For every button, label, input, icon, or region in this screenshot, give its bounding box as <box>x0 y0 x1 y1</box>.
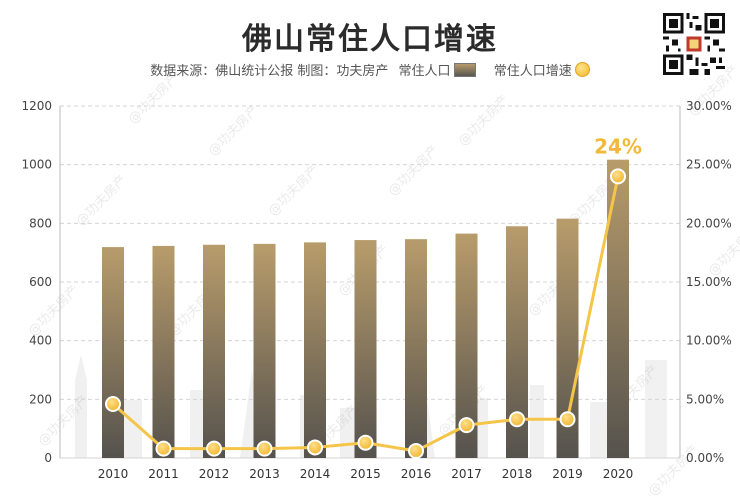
annotation-label: 24% <box>594 134 642 158</box>
left-tick-label: 1200 <box>21 99 52 113</box>
source-text: 数据来源：佛山统计公报 制图：功夫房产 <box>150 64 389 79</box>
x-tick-label: 2011 <box>148 467 179 481</box>
x-tick-label: 2016 <box>401 467 432 481</box>
left-tick-label: 600 <box>29 275 52 289</box>
x-tick-label: 2010 <box>98 467 129 481</box>
growth-point-2011 <box>155 440 172 457</box>
x-tick-label: 2018 <box>502 467 533 481</box>
x-tick-label: 2012 <box>199 467 230 481</box>
growth-point-2017 <box>458 417 475 434</box>
growth-point-2015 <box>357 434 374 451</box>
bar-2020 <box>607 159 629 458</box>
right-tick-label: 5.00% <box>686 392 724 406</box>
growth-point-2014 <box>307 439 323 456</box>
growth-point-2016 <box>408 442 424 459</box>
qr-code-icon <box>663 13 725 75</box>
growth-point-2010 <box>105 396 121 413</box>
bar-2013 <box>253 243 276 458</box>
bar-2011 <box>152 245 175 458</box>
bar-2010 <box>102 247 124 458</box>
bar-2012 <box>203 244 225 458</box>
chart-title: 佛山常住人口增速 <box>242 22 498 57</box>
legend-bar-swatch <box>453 63 476 77</box>
left-tick-label: 1000 <box>21 158 52 172</box>
growth-point-2012 <box>206 440 222 457</box>
x-tick-label: 2019 <box>552 467 583 481</box>
x-tick-label: 2015 <box>350 467 381 481</box>
left-tick-label: 0 <box>44 451 52 465</box>
legend-line-swatch <box>574 62 590 77</box>
right-tick-label: 0.00% <box>686 451 724 465</box>
x-tick-label: 2017 <box>451 467 482 481</box>
bar-2014 <box>304 242 326 458</box>
x-tick-label: 2020 <box>603 467 634 481</box>
growth-point-2019 <box>559 411 576 428</box>
growth-point-2013 <box>256 440 273 457</box>
x-tick-label: 2013 <box>249 467 280 481</box>
bar-2015 <box>354 240 377 458</box>
bar-2018 <box>506 226 528 458</box>
right-tick-label: 25.00% <box>686 158 732 172</box>
right-tick-label: 20.00% <box>686 216 732 230</box>
legend-line-label: 常住人口增速 <box>493 64 572 79</box>
left-tick-label: 800 <box>29 216 52 230</box>
left-tick-label: 200 <box>29 392 52 406</box>
chart-subtitle: 数据来源：佛山统计公报 制图：功夫房产 常住人口 常住人口增速 <box>0 60 740 79</box>
left-tick-label: 400 <box>29 334 52 348</box>
bar-2016 <box>405 239 427 458</box>
right-tick-label: 10.00% <box>686 334 732 348</box>
growth-point-2018 <box>509 411 525 428</box>
x-tick-label: 2014 <box>300 467 331 481</box>
right-tick-label: 30.00% <box>686 99 732 113</box>
bar-2017 <box>455 233 478 458</box>
legend-bar-label: 常住人口 <box>398 64 451 79</box>
growth-point-2020 <box>610 168 626 185</box>
right-tick-label: 15.00% <box>686 275 732 289</box>
